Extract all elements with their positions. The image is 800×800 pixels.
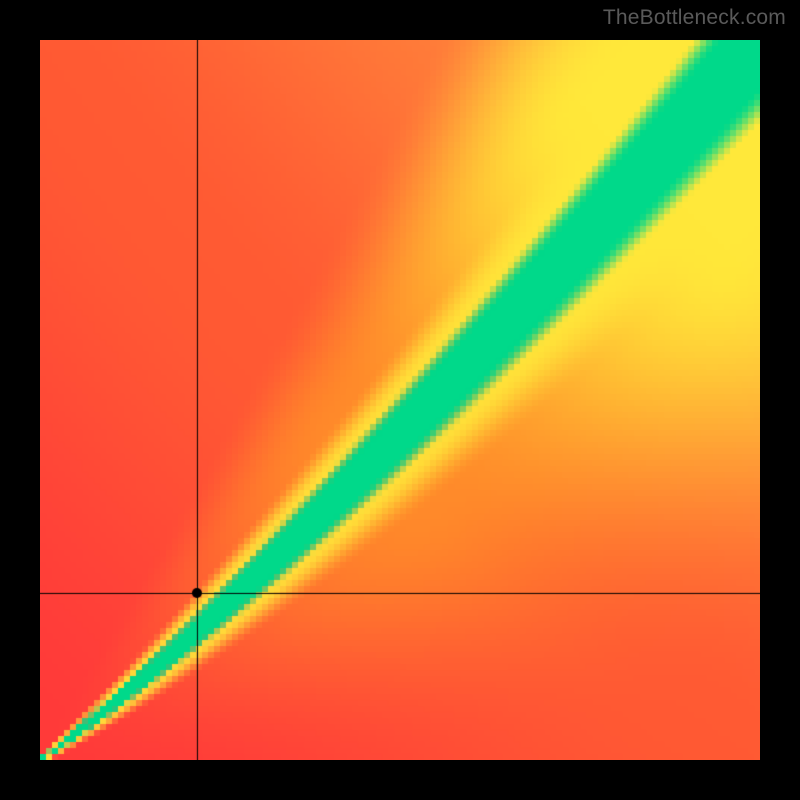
bottleneck-heatmap — [40, 40, 760, 760]
watermark-text: TheBottleneck.com — [603, 6, 786, 30]
heatmap-wrap — [40, 40, 760, 760]
